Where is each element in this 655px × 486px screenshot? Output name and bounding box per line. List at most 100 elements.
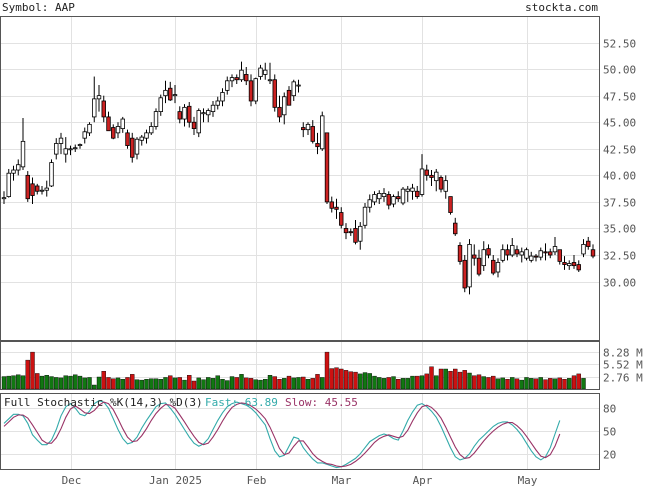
volume-bar-up bbox=[139, 379, 144, 390]
volume-bar-down bbox=[429, 366, 434, 390]
candle-down bbox=[548, 251, 553, 256]
volume-bar-down bbox=[339, 368, 344, 390]
price-tick-label: 37.50 bbox=[603, 197, 636, 210]
candle-down bbox=[576, 264, 581, 271]
volume-bar-up bbox=[410, 375, 415, 390]
price-tick-label: 47.50 bbox=[603, 91, 636, 104]
candle-up bbox=[92, 98, 97, 118]
candle-up bbox=[258, 67, 263, 77]
candle-down bbox=[30, 183, 35, 196]
symbol-label: Symbol: AAP bbox=[2, 1, 75, 14]
stochastic-title: Full Stochastic %K(14,3) %D(3) bbox=[4, 396, 203, 409]
volume-bar-down bbox=[576, 373, 581, 390]
candle-down bbox=[571, 262, 577, 267]
volume-bar-up bbox=[144, 379, 149, 390]
candle-up bbox=[1, 197, 7, 200]
candle-up bbox=[495, 262, 501, 273]
volume-bar-up bbox=[400, 378, 406, 390]
candle-up bbox=[405, 188, 410, 192]
volume-bar-down bbox=[277, 379, 282, 390]
candle-down bbox=[491, 259, 496, 274]
candle-up bbox=[239, 69, 244, 81]
volume-bar-up bbox=[82, 377, 87, 390]
candle-up bbox=[172, 94, 178, 97]
candle-up bbox=[63, 148, 68, 155]
volume-bar-up bbox=[201, 379, 206, 390]
candle-up bbox=[6, 172, 11, 197]
volume-panel: 8.28 M5.52 M2.76 M bbox=[0, 341, 643, 390]
volume-bar-up bbox=[44, 375, 49, 390]
volume-bar-down bbox=[310, 378, 315, 390]
candle-up bbox=[206, 110, 211, 116]
candle-up bbox=[510, 245, 515, 256]
price-tick-label: 52.50 bbox=[603, 38, 636, 51]
candle-up bbox=[215, 100, 220, 106]
site-watermark: stockta.com bbox=[525, 1, 598, 14]
candle-up bbox=[44, 187, 49, 191]
candle-up bbox=[144, 132, 149, 139]
volume-bar-down bbox=[353, 371, 358, 390]
candle-up bbox=[87, 123, 92, 134]
candle-up bbox=[196, 110, 201, 134]
x-tick-label: Feb bbox=[247, 474, 267, 486]
volume-bar-down bbox=[301, 376, 306, 390]
candle-down bbox=[438, 177, 444, 190]
candle-down bbox=[462, 259, 467, 289]
candle-up bbox=[500, 249, 505, 261]
candle-up bbox=[54, 143, 59, 155]
candle-up bbox=[367, 199, 372, 208]
candle-down bbox=[277, 106, 282, 118]
candle-down bbox=[429, 174, 434, 178]
volume-frame bbox=[0, 341, 600, 390]
candle-up bbox=[567, 263, 572, 267]
volume-bar-up bbox=[54, 377, 59, 390]
candle-up bbox=[410, 187, 415, 192]
x-tick-label: Dec bbox=[62, 474, 82, 486]
volume-bar-down bbox=[486, 377, 491, 390]
candle-up bbox=[134, 138, 140, 155]
volume-bar-up bbox=[481, 376, 486, 390]
volume-bar-down bbox=[191, 380, 197, 390]
candle-up bbox=[149, 126, 154, 134]
candle-up bbox=[282, 96, 287, 116]
candle-up bbox=[377, 193, 382, 200]
volume-bar-up bbox=[96, 376, 102, 390]
volume-bar-up bbox=[510, 377, 515, 390]
candle-up bbox=[49, 162, 54, 187]
volume-bar-up bbox=[63, 375, 68, 390]
volume-bar-down bbox=[348, 371, 353, 390]
candle-down bbox=[339, 212, 344, 226]
x-tick-label: Mar bbox=[332, 474, 352, 486]
volume-bar-up bbox=[381, 378, 387, 390]
volume-bar-up bbox=[158, 379, 163, 390]
volume-bar-down bbox=[334, 367, 339, 390]
volume-bar-up bbox=[220, 379, 225, 390]
volume-bar-down bbox=[315, 374, 320, 390]
candle-up bbox=[68, 148, 73, 151]
volume-bar-up bbox=[39, 375, 45, 390]
price-tick-label: 40.00 bbox=[603, 170, 636, 183]
stochastic-panel: 80 50 20 Full Stochastic %K(14,3) %D(3) Fast… bbox=[0, 393, 616, 470]
candle-down bbox=[111, 127, 116, 139]
volume-bar-down bbox=[415, 375, 420, 390]
candle-up bbox=[73, 147, 78, 150]
volume-bar-up bbox=[49, 376, 54, 390]
volume-bar-up bbox=[182, 379, 187, 390]
candle-up bbox=[139, 136, 144, 141]
candle-up bbox=[381, 193, 387, 197]
candle-down bbox=[424, 169, 429, 176]
candle-up bbox=[529, 255, 534, 261]
candle-up bbox=[201, 112, 206, 115]
candle-down bbox=[301, 127, 306, 131]
volume-bar-up bbox=[153, 378, 159, 390]
candle-up bbox=[225, 80, 230, 91]
volume-bar-down bbox=[101, 371, 106, 390]
volume-bar-up bbox=[443, 368, 448, 390]
candle-up bbox=[372, 194, 377, 203]
stochastic-tick-label: 50 bbox=[603, 426, 616, 439]
volume-bar-down bbox=[272, 376, 277, 390]
candle-up bbox=[296, 84, 301, 87]
volume-bar-up bbox=[239, 374, 244, 390]
volume-bar-up bbox=[305, 379, 311, 390]
volume-bar-up bbox=[1, 376, 7, 390]
